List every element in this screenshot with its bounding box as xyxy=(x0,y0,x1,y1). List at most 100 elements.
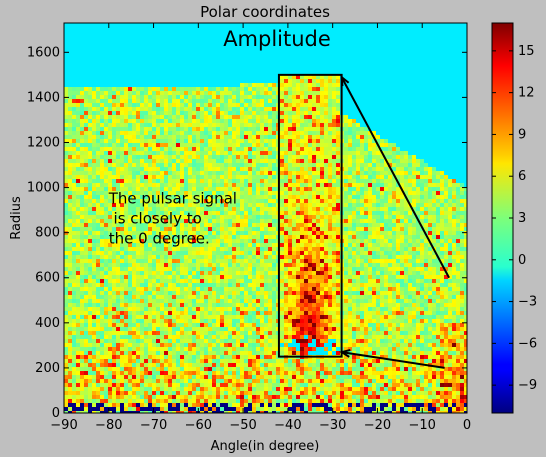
heatmap-cell xyxy=(300,319,304,323)
heatmap-cell xyxy=(132,147,136,151)
heatmap-cell xyxy=(96,331,100,335)
heatmap-cell xyxy=(72,91,76,95)
heatmap-cell xyxy=(180,251,184,255)
heatmap-cell xyxy=(100,151,104,155)
heatmap-cell xyxy=(128,115,132,119)
heatmap-cell xyxy=(96,259,100,263)
heatmap-cell xyxy=(288,83,292,87)
heatmap-cell xyxy=(108,115,112,119)
heatmap-cell xyxy=(248,315,252,319)
heatmap-cell xyxy=(244,307,248,311)
heatmap-cell xyxy=(100,327,104,331)
heatmap-cell xyxy=(240,339,244,343)
heatmap-cell xyxy=(232,287,236,291)
heatmap-cell xyxy=(268,267,272,271)
heatmap-cell xyxy=(280,123,284,127)
heatmap-cell xyxy=(96,235,100,239)
heatmap-cell xyxy=(156,403,160,407)
heatmap-cell xyxy=(192,291,196,295)
heatmap-cell xyxy=(136,179,140,183)
heatmap-cell xyxy=(208,351,212,355)
heatmap-cell xyxy=(148,351,152,355)
heatmap-cell xyxy=(284,203,288,207)
heatmap-cell xyxy=(272,271,276,275)
heatmap-cell xyxy=(92,191,96,195)
heatmap-cell xyxy=(84,223,88,227)
heatmap-cell xyxy=(220,175,224,179)
heatmap-cell xyxy=(124,179,128,183)
heatmap-cell xyxy=(144,119,148,123)
heatmap-cell xyxy=(272,287,276,291)
heatmap-cell xyxy=(88,279,92,283)
heatmap-cell xyxy=(220,295,224,299)
heatmap-cell xyxy=(240,267,244,271)
heatmap-cell xyxy=(280,327,284,331)
heatmap-cell xyxy=(156,311,160,315)
heatmap-cell xyxy=(68,223,72,227)
heatmap-cell xyxy=(68,191,72,195)
heatmap-cell xyxy=(252,187,256,191)
heatmap-cell xyxy=(152,391,156,395)
heatmap-cell xyxy=(196,135,200,139)
heatmap-cell xyxy=(96,315,100,319)
heatmap-cell xyxy=(228,167,232,171)
heatmap-cell xyxy=(100,243,104,247)
heatmap-cell xyxy=(68,251,72,255)
heatmap-cell xyxy=(80,359,84,363)
heatmap-cell xyxy=(288,103,292,107)
heatmap-cell xyxy=(264,175,268,179)
heatmap-cell xyxy=(296,119,300,123)
heatmap-cell xyxy=(144,275,148,279)
heatmap-cell xyxy=(264,115,268,119)
heatmap-cell xyxy=(148,99,152,103)
heatmap-cell xyxy=(240,287,244,291)
heatmap-cell xyxy=(88,343,92,347)
heatmap-cell xyxy=(108,123,112,127)
heatmap-cell xyxy=(172,131,176,135)
heatmap-cell xyxy=(140,267,144,271)
heatmap-cell xyxy=(84,211,88,215)
heatmap-cell xyxy=(200,307,204,311)
heatmap-cell xyxy=(80,339,84,343)
heatmap-cell xyxy=(208,363,212,367)
heatmap-cell xyxy=(140,275,144,279)
heatmap-cell xyxy=(220,351,224,355)
heatmap-cell xyxy=(228,255,232,259)
heatmap-cell xyxy=(80,375,84,379)
heatmap-cell xyxy=(248,127,252,131)
heatmap-cell xyxy=(204,367,208,371)
heatmap-cell xyxy=(76,191,80,195)
heatmap-cell xyxy=(196,331,200,335)
heatmap-cell xyxy=(124,343,128,347)
heatmap-cell xyxy=(268,367,272,371)
heatmap-cell xyxy=(224,303,228,307)
heatmap-cell xyxy=(68,283,72,287)
heatmap-cell xyxy=(296,187,300,191)
heatmap-cell xyxy=(92,107,96,111)
heatmap-cell xyxy=(180,159,184,163)
heatmap-cell xyxy=(72,147,76,151)
heatmap-cell xyxy=(84,379,88,383)
heatmap-cell xyxy=(164,167,168,171)
heatmap-cell xyxy=(108,311,112,315)
heatmap-cell xyxy=(108,271,112,275)
heatmap-cell xyxy=(280,247,284,251)
heatmap-cell xyxy=(72,335,76,339)
heatmap-cell xyxy=(208,87,212,91)
heatmap-cell xyxy=(64,383,68,387)
heatmap-cell xyxy=(152,323,156,327)
heatmap-cell xyxy=(80,311,84,315)
heatmap-cell xyxy=(92,103,96,107)
heatmap-cell xyxy=(84,119,88,123)
heatmap-cell xyxy=(104,403,108,407)
heatmap-cell xyxy=(256,299,260,303)
heatmap-cell xyxy=(208,339,212,343)
heatmap-cell xyxy=(216,215,220,219)
heatmap-cell xyxy=(280,391,284,395)
heatmap-cell xyxy=(292,299,296,303)
heatmap-cell xyxy=(248,247,252,251)
heatmap-cell xyxy=(244,123,248,127)
heatmap-cell xyxy=(68,207,72,211)
heatmap-cell xyxy=(92,367,96,371)
heatmap-cell xyxy=(148,399,152,403)
